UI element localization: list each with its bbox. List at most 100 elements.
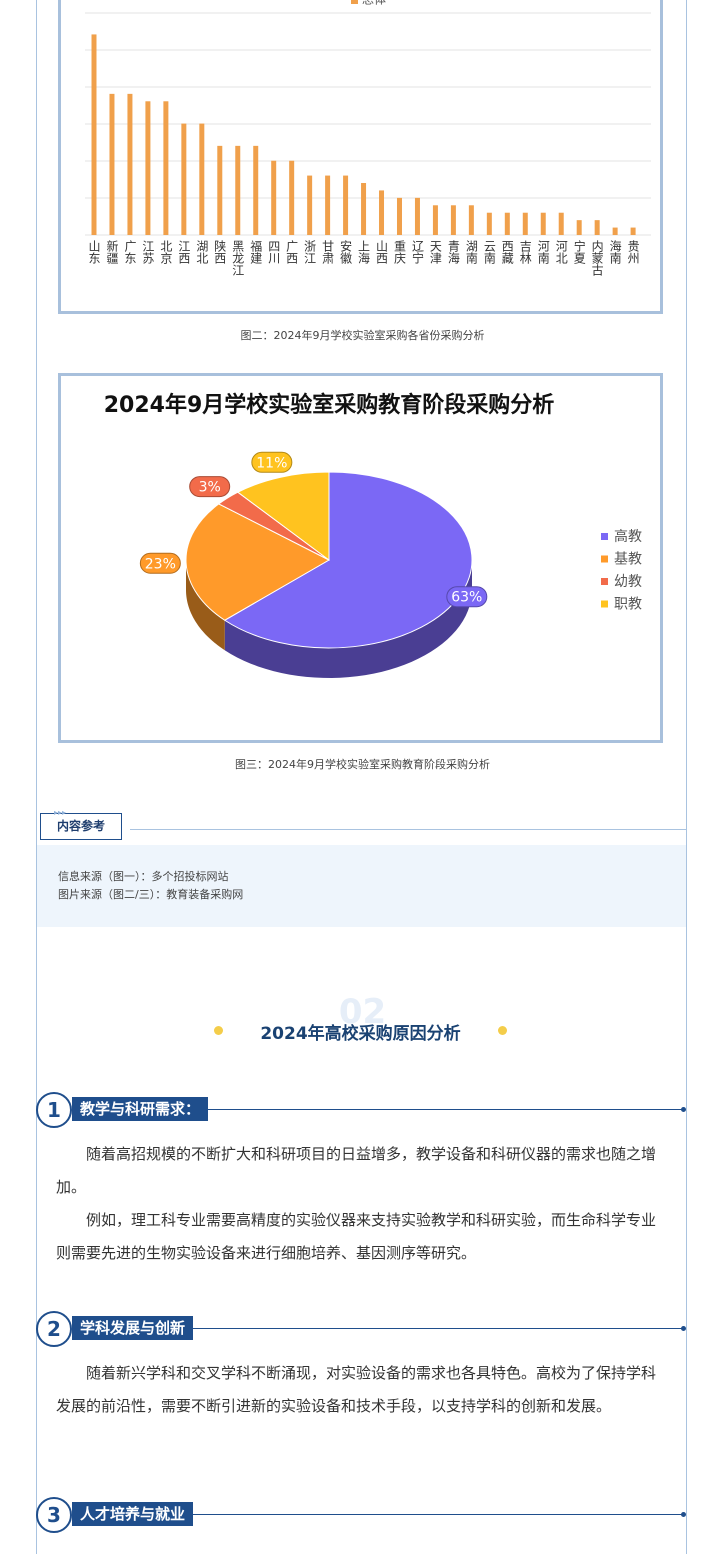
x-tick-label: 安徽 <box>339 239 353 264</box>
item-line <box>208 1109 684 1110</box>
x-tick-label: 山东 <box>87 240 101 264</box>
bar <box>253 145 259 235</box>
x-tick-label: 湖南 <box>464 239 478 264</box>
bar <box>522 212 528 235</box>
bar-chart: 总体山东新疆广东江苏北京江西湖北陕西黑龙江福建四川广西浙江甘肃安徽上海山西重庆辽… <box>85 0 651 276</box>
x-tick-label: 北京 <box>159 240 173 265</box>
label-bubble <box>139 552 181 574</box>
data-label: 63% <box>451 590 482 606</box>
x-tick-label: 内蒙古 <box>590 240 604 276</box>
legend-label: 幼教 <box>614 574 642 590</box>
item-line <box>193 1328 684 1329</box>
x-tick-label: 山西 <box>375 240 389 264</box>
chart-frame: 总体山东新疆广东江苏北京江西湖北陕西黑龙江福建四川广西浙江甘肃安徽上海山西重庆辽… <box>58 0 663 314</box>
x-tick-label: 辽宁 <box>410 240 424 264</box>
x-tick-label: 上海 <box>357 240 371 264</box>
bar <box>396 197 402 235</box>
bar <box>163 101 169 236</box>
x-tick-label: 甘肃 <box>321 240 335 265</box>
data-label: 11% <box>256 455 287 471</box>
legend-label: 总体 <box>362 0 386 7</box>
x-tick-label: 宁夏 <box>572 239 586 264</box>
bar <box>235 145 241 235</box>
bar <box>343 175 349 235</box>
bar <box>289 160 295 235</box>
bar <box>486 212 492 235</box>
section-title: 2024年高校采购原因分析 <box>260 1024 461 1044</box>
paragraph: 随着新兴学科和交叉学科不断涌现，对实验设备的需求也各具特色。高校为了保持学科发展… <box>56 1364 657 1415</box>
decor: ▸▸▸ <box>54 808 67 817</box>
bar <box>576 220 582 235</box>
bar <box>468 205 474 235</box>
x-tick-label: 贵州 <box>626 240 640 264</box>
x-tick-label: 云南 <box>482 240 496 264</box>
bar <box>145 101 151 236</box>
bar <box>217 145 223 235</box>
slice-side <box>186 560 225 651</box>
chart-title: 2024年9月学校实验室采购教育阶段采购分析 <box>104 392 555 418</box>
x-tick-label: 广西 <box>285 240 299 264</box>
x-tick-label: 吉林 <box>518 240 532 264</box>
bar <box>271 160 277 235</box>
bar <box>612 227 618 235</box>
pie-slice <box>236 471 330 561</box>
x-tick-label: 重庆 <box>392 240 406 264</box>
bar <box>181 123 187 235</box>
item-number: 2 <box>36 1311 72 1347</box>
bar <box>307 175 313 235</box>
reference-box <box>37 845 686 927</box>
reference-line: 信息来源（图一）：多个招投标网站 <box>58 870 229 883</box>
legend-label: 基教 <box>614 551 642 568</box>
label-bubble <box>189 476 231 498</box>
border <box>686 0 687 1554</box>
data-label: 3% <box>199 480 221 496</box>
x-tick-label: 浙江 <box>303 240 317 264</box>
legend-swatch <box>601 555 608 563</box>
slice-side <box>224 560 472 678</box>
item-number: 3 <box>36 1497 72 1533</box>
x-tick-label: 青海 <box>446 240 460 264</box>
divider <box>130 829 686 830</box>
item-dot <box>681 1512 686 1517</box>
legend-label: 职教 <box>614 597 642 613</box>
bar <box>594 220 600 235</box>
x-tick-label: 四川 <box>267 240 281 264</box>
legend-swatch <box>351 0 358 4</box>
item-title: 人才培养与就业 <box>72 1502 194 1526</box>
data-label: 23% <box>145 556 176 572</box>
x-tick-label: 西藏 <box>500 240 514 265</box>
bar <box>432 205 438 235</box>
bar <box>450 205 456 235</box>
paragraph: 随着高招规模的不断扩大和科研项目的日益增多，教学设备和科研仪器的需求也随之增加。 <box>56 1145 657 1196</box>
item-line <box>193 1514 684 1515</box>
chart-frame: 2024年9月学校实验室采购教育阶段采购分析 63% 高教 23% 基教 3% 幼教 11% 职… <box>58 373 663 743</box>
bar <box>127 93 133 235</box>
item-number: 1 <box>36 1092 72 1128</box>
x-tick-label: 黑龙江 <box>231 240 245 276</box>
bar <box>379 190 385 235</box>
x-tick-label: 江苏 <box>141 240 155 264</box>
pie-chart: 2024年9月学校实验室采购教育阶段采购分析 63% 高教 23% 基教 3% 幼教 11% 职… <box>104 392 642 678</box>
legend-swatch <box>601 600 608 608</box>
legend-swatch <box>601 578 608 585</box>
item-title: 学科发展与创新 <box>72 1316 194 1340</box>
bar <box>325 175 331 235</box>
bar <box>558 212 564 235</box>
bar <box>630 227 636 235</box>
x-tick-label: 陕西 <box>213 239 227 264</box>
paragraph: 例如，理工科专业需要高精度的实验仪器来支持实验教学和科研实验，而生命科学专业则需… <box>56 1211 657 1262</box>
x-tick-label: 河北 <box>554 240 568 265</box>
bar <box>199 123 205 235</box>
item-dot <box>681 1107 686 1112</box>
x-tick-label: 海南 <box>608 239 622 264</box>
legend-swatch <box>601 533 608 540</box>
reference-line: 图片来源（图二/三）：教育装备采购网 <box>58 888 244 901</box>
pie-slice <box>185 503 331 621</box>
border <box>36 0 37 1554</box>
label-bubble <box>251 451 293 473</box>
x-tick-label: 河南 <box>536 240 550 264</box>
x-tick-label: 福建 <box>249 239 263 265</box>
label-bubble <box>446 586 488 608</box>
section-number: 02 <box>338 992 387 1032</box>
dot <box>498 1026 507 1035</box>
